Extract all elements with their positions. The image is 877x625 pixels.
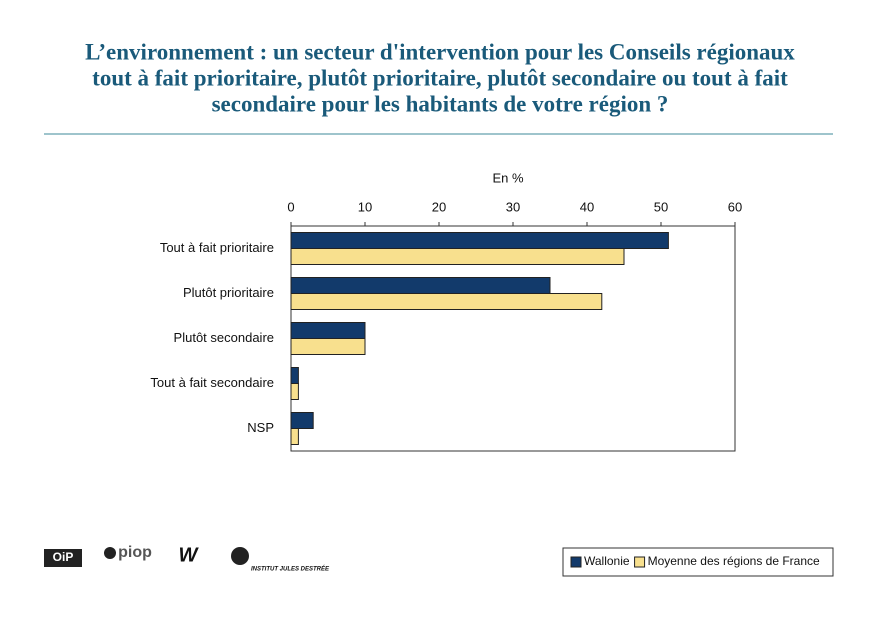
bar — [290, 367, 299, 384]
legend-frame — [562, 547, 834, 577]
x-tick-label: 50 — [654, 199, 668, 214]
logo-text: piop — [118, 544, 152, 561]
logo — [231, 547, 249, 565]
logos: OiP piop W INSTITUT JULES DESTRÉE — [44, 544, 330, 573]
x-tick-label: 20 — [432, 199, 446, 214]
y-tick-label: Plutôt secondaire — [174, 330, 274, 345]
logo-text: INSTITUT JULES DESTRÉE — [251, 565, 330, 573]
axis-label: En % — [492, 170, 524, 185]
bar — [290, 412, 314, 429]
bar — [290, 293, 603, 310]
bar — [290, 248, 625, 265]
x-tick-label: 30 — [506, 199, 520, 214]
chart-title: secondaire pour les habitants de votre r… — [212, 91, 669, 116]
y-tick-label: Tout à fait prioritaire — [160, 240, 274, 255]
legend-label: Wallonie — [584, 554, 630, 568]
bar — [290, 383, 299, 400]
chart-title: L’environnement : un secteur d'intervent… — [85, 39, 795, 64]
bar — [290, 428, 299, 445]
x-tick-label: 10 — [358, 199, 372, 214]
x-tick-label: 0 — [287, 199, 294, 214]
y-tick-label: Plutôt prioritaire — [183, 285, 274, 300]
bar — [290, 322, 366, 339]
y-tick-label: NSP — [247, 420, 274, 435]
logo — [104, 547, 116, 559]
legend-swatch — [634, 556, 646, 568]
x-tick-label: 40 — [580, 199, 594, 214]
bar — [290, 338, 366, 355]
bar — [290, 277, 551, 294]
logo-mark: W — [179, 544, 200, 566]
legend-swatch — [570, 556, 582, 568]
chart-title: tout à fait prioritaire, plutôt priorita… — [92, 65, 788, 90]
bar — [290, 232, 669, 249]
legend-label: Moyenne des régions de France — [648, 554, 820, 568]
y-tick-label: Tout à fait secondaire — [150, 375, 274, 390]
logo — [44, 549, 82, 567]
x-tick-label: 60 — [728, 199, 742, 214]
logo-text: OiP — [53, 550, 74, 564]
